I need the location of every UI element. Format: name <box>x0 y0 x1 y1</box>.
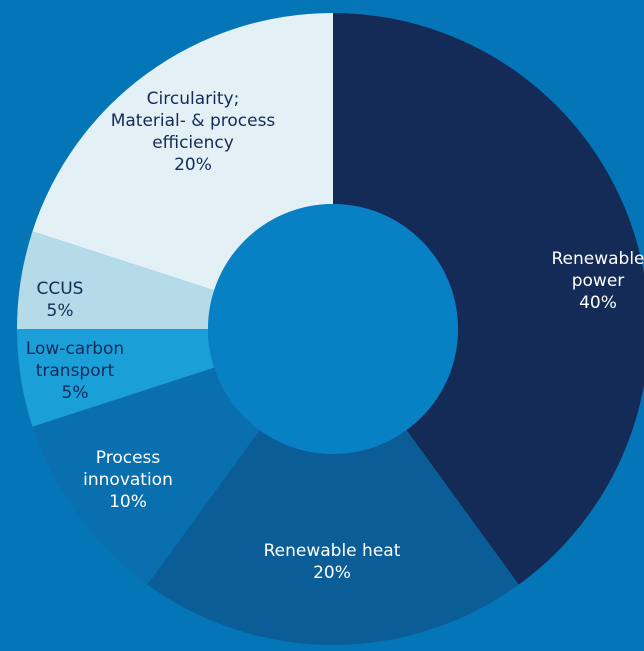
value-label: 5% <box>46 301 74 321</box>
category-label: Low-carbon transport <box>25 339 125 381</box>
category-label: Renewable power <box>551 249 644 291</box>
label-box: Process innovation 10% <box>73 447 183 513</box>
value-label: 40% <box>579 293 617 313</box>
value-label: 10% <box>109 492 147 512</box>
segment-label: Circularity; Material- & process efficie… <box>108 88 278 176</box>
donut-segment <box>17 329 215 427</box>
label-box: Renewable heat 20% <box>222 540 442 584</box>
label-box: Renewable power 40% <box>543 248 644 314</box>
category-label: CCUS <box>36 279 84 299</box>
donut-segment <box>333 13 644 585</box>
donut-segment <box>147 430 519 645</box>
donut-segment <box>17 231 215 329</box>
category-label: Circularity; Material- & process efficie… <box>110 89 276 153</box>
label-box: Circularity; Material- & process efficie… <box>108 88 278 176</box>
category-label: Renewable heat <box>263 541 401 561</box>
value-label: 20% <box>313 563 351 583</box>
donut-hole <box>208 204 458 454</box>
value-label: 5% <box>61 383 89 403</box>
value-label: 20% <box>174 155 212 175</box>
donut-segment <box>32 367 260 585</box>
category-label: Process innovation <box>83 448 173 490</box>
label-box: CCUS 5% <box>25 278 95 322</box>
donut-segment <box>32 13 334 291</box>
label-box: Low-carbon transport 5% <box>25 338 125 404</box>
